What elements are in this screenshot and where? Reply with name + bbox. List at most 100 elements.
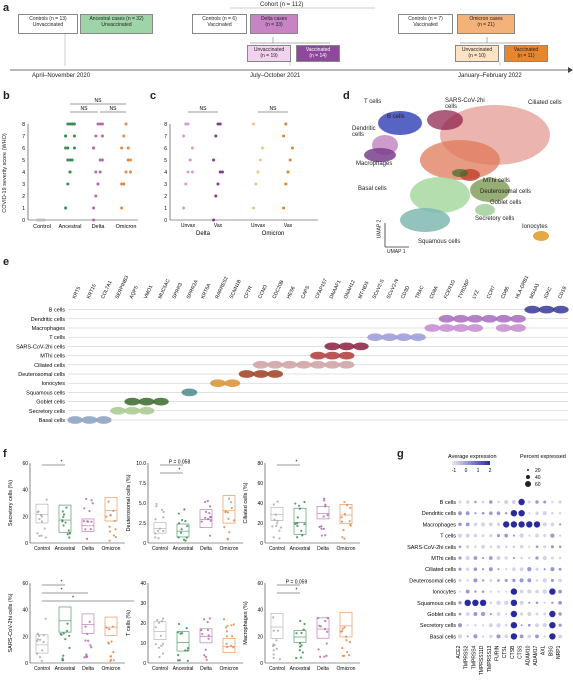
g-dot (535, 545, 539, 549)
f-ytick: 20 (140, 621, 146, 627)
g-dot (481, 579, 485, 582)
f-point (62, 515, 65, 519)
g-dot (512, 545, 516, 549)
g-dot (481, 624, 485, 627)
g-dot (551, 511, 554, 515)
umap-label-sars: SARS-CoV-2hi cells (445, 98, 485, 110)
g-dot (458, 567, 462, 571)
e-gene-label: IGKC (543, 286, 554, 300)
g-dot (535, 556, 539, 560)
c-point (284, 122, 288, 126)
b-xtick: Delta (92, 224, 106, 230)
g-dot (542, 623, 547, 628)
f-point (180, 528, 183, 531)
f-point (323, 534, 327, 537)
b-point (98, 170, 102, 174)
f-point (83, 656, 86, 659)
g-dot (474, 500, 477, 504)
g-pct-dot (527, 469, 529, 471)
f-point (185, 536, 188, 539)
g-dot (535, 623, 539, 628)
f-ytick: 0 (260, 541, 263, 547)
f-point (112, 651, 115, 654)
e-gene-label: SERPINB3 (114, 275, 130, 300)
f-point (112, 659, 115, 662)
g-dot (550, 556, 554, 560)
f-point (206, 500, 209, 503)
b-point (66, 182, 70, 186)
f-point (324, 503, 327, 506)
g-row-label: Secretory cells (420, 623, 456, 629)
g-dot (482, 556, 485, 560)
f-point (271, 644, 275, 648)
f-point (204, 500, 207, 504)
f-point (36, 532, 39, 535)
f-sig-label: P = 0.059 (286, 580, 308, 586)
f-point (108, 530, 112, 533)
e-gene-label: FCER1G (443, 279, 457, 300)
g-avg-tick: -1 (452, 468, 457, 474)
e-gene-label: SPRR2A (186, 279, 200, 300)
e-violin (95, 416, 112, 424)
f-xtick: Omicron (220, 546, 239, 552)
f-xtick: Ancestral (290, 546, 311, 552)
f-xtick: Delta (82, 666, 94, 672)
g-col-label: TMPRSS13 (487, 645, 493, 672)
group-box-omicron: Omicron cases (n = 21) (457, 14, 515, 34)
g-dot (489, 511, 493, 515)
g-dot (519, 634, 524, 639)
f-point (272, 503, 275, 506)
c-point (218, 170, 222, 174)
f-point (326, 616, 329, 620)
e-violin (338, 360, 355, 369)
f-point (209, 505, 212, 508)
g-dot (504, 545, 508, 549)
f-point (224, 510, 227, 513)
f-point (156, 529, 160, 532)
g-dot (527, 578, 532, 583)
g-dot (558, 523, 562, 526)
f-point (343, 537, 346, 540)
f-box (270, 612, 284, 639)
e-violin (553, 305, 569, 314)
b-point (92, 206, 96, 210)
g-dot (505, 568, 508, 571)
e-violin (453, 324, 469, 332)
f-point (276, 629, 280, 632)
f-point (162, 510, 165, 514)
f-ytick: 2.5 (139, 521, 146, 527)
g-dot (535, 567, 539, 571)
b-point (68, 158, 72, 162)
e-violin (510, 314, 526, 323)
f-point (319, 655, 322, 658)
f-point (272, 649, 275, 652)
umap-label-ionocytes: Ionocytes (522, 224, 548, 230)
f-point (108, 539, 111, 542)
f-point (226, 538, 229, 541)
g-dot (503, 521, 510, 528)
f-point (303, 523, 306, 526)
f-point (225, 642, 228, 646)
f-point (156, 618, 159, 622)
f-point (65, 506, 68, 509)
f-point (65, 629, 69, 633)
f-ytick: 20 (22, 634, 28, 640)
g-dot (558, 567, 562, 571)
f-point (109, 655, 112, 658)
f-point (299, 619, 302, 623)
b-point (96, 182, 100, 186)
g-dot (481, 534, 485, 538)
g-legend-pct: Percent expressed (520, 454, 566, 460)
g-dot (497, 500, 500, 504)
g-dot (465, 555, 470, 561)
f-point (161, 652, 165, 655)
e-violin (324, 351, 341, 360)
f-point (89, 644, 92, 647)
f-point (105, 515, 108, 518)
g-row-label: SARS-CoV-2hi cells (407, 545, 456, 551)
panel-e-label: e (3, 256, 10, 268)
e-gene-label: DNAH12 (343, 279, 357, 300)
f-point (346, 504, 349, 507)
g-dot (558, 545, 562, 549)
group-box-controls-3: Controls (n = 7) Vaccinated (398, 14, 453, 34)
